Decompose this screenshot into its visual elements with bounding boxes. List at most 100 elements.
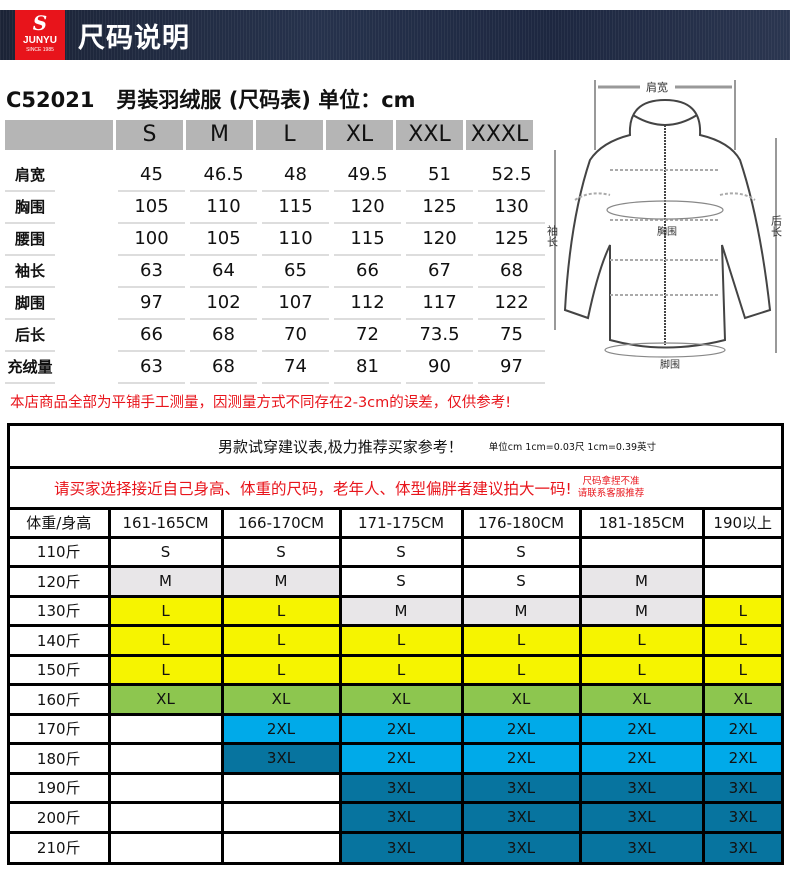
size-recommendation: L (701, 624, 781, 657)
size-recommendation: M (578, 565, 705, 598)
rec-row: 160斤 XL XL XL XL XL XL (10, 683, 781, 716)
size-cell: 68 (478, 256, 545, 288)
size-recommendation (578, 535, 705, 568)
size-recommendation: 3XL (578, 771, 705, 804)
size-recommendation: 3XL (701, 771, 781, 804)
size-recommendation (220, 801, 342, 834)
size-recommendation: 2XL (338, 742, 464, 775)
size-recommendation: S (460, 535, 582, 568)
size-cell: 125 (406, 192, 473, 224)
weight-label: 150斤 (10, 653, 111, 686)
size-recommendation: 3XL (460, 830, 582, 862)
size-cell: S (116, 120, 183, 150)
size-cell: 110 (190, 192, 257, 224)
size-recommendation (107, 801, 224, 834)
size-recommendation: 3XL (460, 771, 582, 804)
shoulder-label: 肩宽 (646, 80, 668, 94)
rec-row: 190斤 3XL 3XL 3XL 3XL (10, 771, 781, 804)
size-cell: 107 (262, 288, 329, 320)
rec-title: 男款试穿建议表,极力推荐买家参考！ (218, 437, 463, 456)
size-row: 腰围 100 105 110 115 120 125 (5, 224, 545, 256)
size-cell: XXL (396, 120, 463, 150)
size-recommendation: XL (338, 683, 464, 716)
size-cell: 115 (262, 192, 329, 224)
size-recommendation: 2XL (460, 712, 582, 745)
tip-line: 尺码拿捏不准 (582, 476, 640, 487)
size-cell: M (186, 120, 253, 150)
size-recommendation: 3XL (338, 771, 464, 804)
height-header: 181-185CM (578, 510, 705, 539)
size-row: 后长 66 68 70 72 73.5 75 (5, 320, 545, 352)
size-row: 脚围 97 102 107 112 117 122 (5, 288, 545, 320)
size-recommendation (701, 535, 781, 568)
size-cell: 66 (118, 320, 185, 352)
size-cell: 65 (262, 256, 329, 288)
size-recommendation: 3XL (460, 801, 582, 834)
row-label: 脚围 (5, 288, 55, 320)
size-recommendation: S (460, 565, 582, 598)
height-header: 171-175CM (338, 510, 464, 539)
back-length-label: 后长 (770, 215, 783, 237)
weight-label: 170斤 (10, 712, 111, 745)
size-cell: 64 (190, 256, 257, 288)
size-recommendation (220, 771, 342, 804)
size-cell: 74 (262, 352, 329, 384)
size-cell: XXXL (466, 120, 533, 150)
recommendation-table: 男款试穿建议表,极力推荐买家参考！ 单位cm 1cm=0.03尺 1cm=0.39… (7, 423, 784, 865)
size-recommendation: 2XL (578, 712, 705, 745)
size-cell: 52.5 (478, 160, 545, 192)
size-recommendation: 2XL (578, 742, 705, 775)
size-cell: 102 (190, 288, 257, 320)
size-cell: 90 (406, 352, 473, 384)
size-cell: 120 (406, 224, 473, 256)
row-label: 充绒量 (5, 352, 55, 384)
size-cell: 49.5 (334, 160, 401, 192)
row-label (5, 120, 113, 150)
weight-label: 210斤 (10, 830, 111, 862)
height-header: 161-165CM (107, 510, 224, 539)
size-cell: 125 (478, 224, 545, 256)
size-recommendation: L (107, 594, 224, 627)
size-row: 肩宽 45 46.5 48 49.5 51 52.5 (5, 160, 545, 192)
size-row: 袖长 63 64 65 66 67 68 (5, 256, 545, 288)
size-recommendation: 3XL (578, 801, 705, 834)
size-row: 胸围 105 110 115 120 125 130 (5, 192, 545, 224)
size-recommendation: L (107, 624, 224, 657)
size-cell: 66 (334, 256, 401, 288)
size-recommendation: 3XL (220, 742, 342, 775)
chest-label: 胸围 (657, 225, 677, 238)
size-recommendation: L (460, 624, 582, 657)
size-recommendation (107, 771, 224, 804)
page-title: C52021 男装羽绒服 (尺码表) 单位：cm (6, 88, 416, 112)
size-recommendation: 2XL (701, 742, 781, 775)
jacket-diagram: 肩宽 胸围 脚围 袖长 后长 (546, 80, 783, 370)
sleeve-label: 袖长 (546, 224, 559, 247)
size-recommendation: L (338, 624, 464, 657)
size-recommendation: M (220, 565, 342, 598)
rec-row: 210斤 3XL 3XL 3XL 3XL (10, 830, 781, 862)
weight-label: 190斤 (10, 771, 111, 804)
size-recommendation: L (338, 653, 464, 686)
size-cell: 105 (118, 192, 185, 224)
size-recommendation (701, 565, 781, 598)
size-recommendation: 2XL (701, 712, 781, 745)
size-recommendation: XL (701, 683, 781, 716)
weight-label: 110斤 (10, 535, 111, 568)
height-header: 176-180CM (460, 510, 582, 539)
size-recommendation: XL (578, 683, 705, 716)
rec-row: 140斤 L L L L L L (10, 624, 781, 657)
size-cell: 130 (478, 192, 545, 224)
weight-label: 120斤 (10, 565, 111, 598)
size-recommendation: XL (460, 683, 582, 716)
size-recommendation: L (460, 653, 582, 686)
row-label: 后长 (5, 320, 55, 352)
rec-row: 180斤 3XL 2XL 2XL 2XL 2XL (10, 742, 781, 775)
size-cell: 75 (478, 320, 545, 352)
size-cell: 100 (118, 224, 185, 256)
size-recommendation: 2XL (338, 712, 464, 745)
size-recommendation: 3XL (701, 830, 781, 862)
size-cell: 46.5 (190, 160, 257, 192)
banner: S JUNYU SINCE 1985 尺码说明 (0, 10, 790, 60)
size-cell: 70 (262, 320, 329, 352)
size-cell: 73.5 (406, 320, 473, 352)
